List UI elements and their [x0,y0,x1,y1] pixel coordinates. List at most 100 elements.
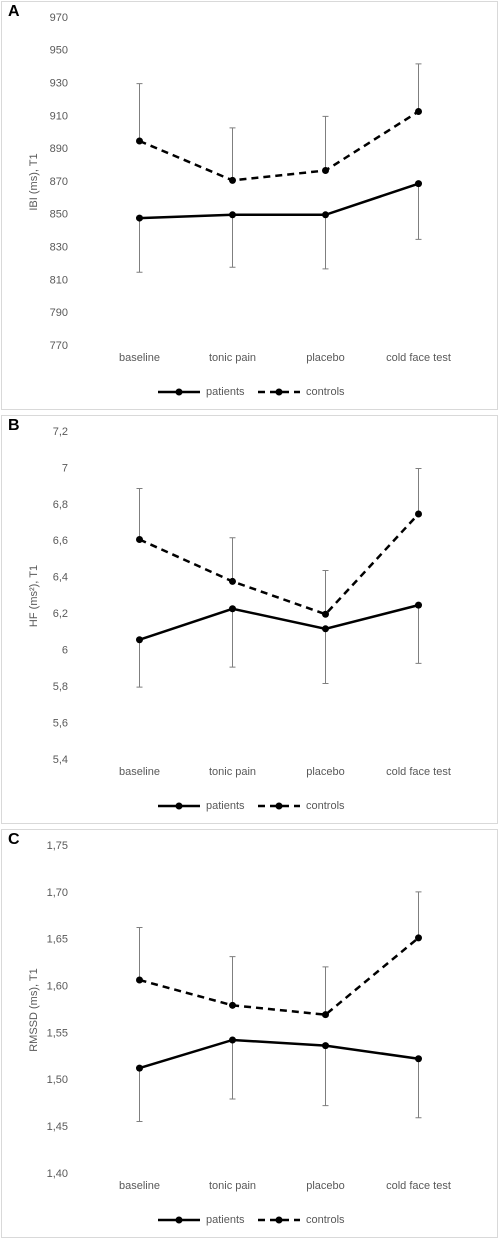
legend-label: patients [206,1214,245,1226]
panel-frame [1,829,498,1238]
y-tick-label: 1,55 [47,1027,68,1039]
error-bar [229,127,236,181]
x-tick-label: placebo [306,352,345,364]
legend-label: controls [306,1214,345,1226]
y-tick-label: 910 [50,110,68,122]
panel-label: B [8,417,20,434]
x-tick-label: cold face test [386,766,451,778]
panel-frame [1,1,498,410]
data-point [322,1042,329,1050]
error-bar [322,966,329,1015]
y-axis-title: RMSSD (ms), T1 [28,968,40,1052]
data-point [229,176,236,184]
error-bar [136,487,143,540]
x-tick-label: baseline [119,766,160,778]
error-bar [136,83,143,141]
error-bar [415,605,422,664]
error-bar [322,214,329,270]
error-bar [136,218,143,273]
y-tick-label: 7 [62,462,68,474]
y-tick-label: 1,50 [47,1074,68,1086]
y-tick-label: 5,6 [53,717,68,729]
panel-label: A [8,3,20,20]
error-bar [415,1058,422,1119]
y-tick-label: 1,45 [47,1121,68,1133]
error-bar [322,628,329,684]
data-point [229,577,236,585]
y-tick-label: 830 [50,242,68,254]
error-bar [229,608,236,668]
error-bar [136,1068,143,1123]
error-bar [322,569,329,615]
error-bar [229,537,236,582]
panel: A IBI (ms), T1 770 790 810 830 850 870 890 910 930… [1,1,498,410]
y-tick-label: 1,75 [47,840,68,852]
data-point [415,934,422,942]
y-tick-label: 770 [50,340,68,352]
data-point [415,107,422,115]
y-tick-label: 810 [50,274,68,286]
data-point [136,214,143,222]
y-tick-label: 6,2 [53,608,68,620]
y-tick-label: 1,65 [47,934,68,946]
data-point [136,1064,143,1072]
panel: C RMSSD (ms), T1 1,40 1,45 1,50 1,55 1,60 1,65 1… [1,829,498,1238]
x-tick-label: cold face test [386,1180,451,1192]
y-tick-label: 5,8 [53,681,68,693]
legend-marker [275,802,283,810]
legend-label: patients [206,386,245,398]
series-line [139,936,420,1016]
x-tick-label: tonic pain [209,766,256,778]
error-bar [229,1039,236,1100]
legend-marker [275,1216,283,1224]
error-bar [415,891,422,938]
error-bar [415,467,422,514]
x-tick-label: cold face test [386,352,451,364]
data-point [415,601,422,609]
error-bar [322,115,329,171]
error-bar [136,927,143,981]
y-tick-label: 790 [50,307,68,319]
data-point [136,636,143,644]
error-bar [415,183,422,240]
data-point [322,167,329,175]
y-axis-title: HF (ms²), T1 [28,565,40,627]
x-tick-label: placebo [306,1180,345,1192]
x-tick-label: tonic pain [209,1180,256,1192]
error-bar [322,1045,329,1107]
legend-label: patients [206,800,245,812]
data-point [415,510,422,518]
x-tick-label: baseline [119,1180,160,1192]
legend-marker [175,388,183,396]
panel: B HF (ms²), T1 5,4 5,6 5,8 6 6,2 6,4 6,6 6,8 7 7,2 b… [1,415,498,824]
data-point [229,605,236,613]
data-point [136,137,143,145]
y-tick-label: 850 [50,209,68,221]
data-point [322,625,329,633]
y-tick-label: 970 [50,12,68,24]
y-tick-label: 870 [50,176,68,188]
data-point [136,536,143,544]
y-tick-label: 7,2 [53,426,68,438]
legend-label: controls [306,800,345,812]
legend-marker [175,1216,183,1224]
y-tick-label: 950 [50,45,68,57]
y-tick-label: 6,8 [53,499,68,511]
panel-frame [1,415,498,824]
data-point [415,180,422,188]
data-point [322,211,329,219]
data-point [415,1055,422,1063]
error-bar [136,639,143,688]
data-point [136,976,143,984]
series-line [139,182,419,220]
y-tick-label: 6,6 [53,535,68,547]
panel-label: C [8,831,20,848]
data-point [229,211,236,219]
data-point [229,1001,236,1009]
y-tick-label: 890 [50,143,68,155]
x-tick-label: baseline [119,352,160,364]
legend-marker [175,802,183,810]
data-point [322,1011,329,1019]
data-point [322,610,329,618]
